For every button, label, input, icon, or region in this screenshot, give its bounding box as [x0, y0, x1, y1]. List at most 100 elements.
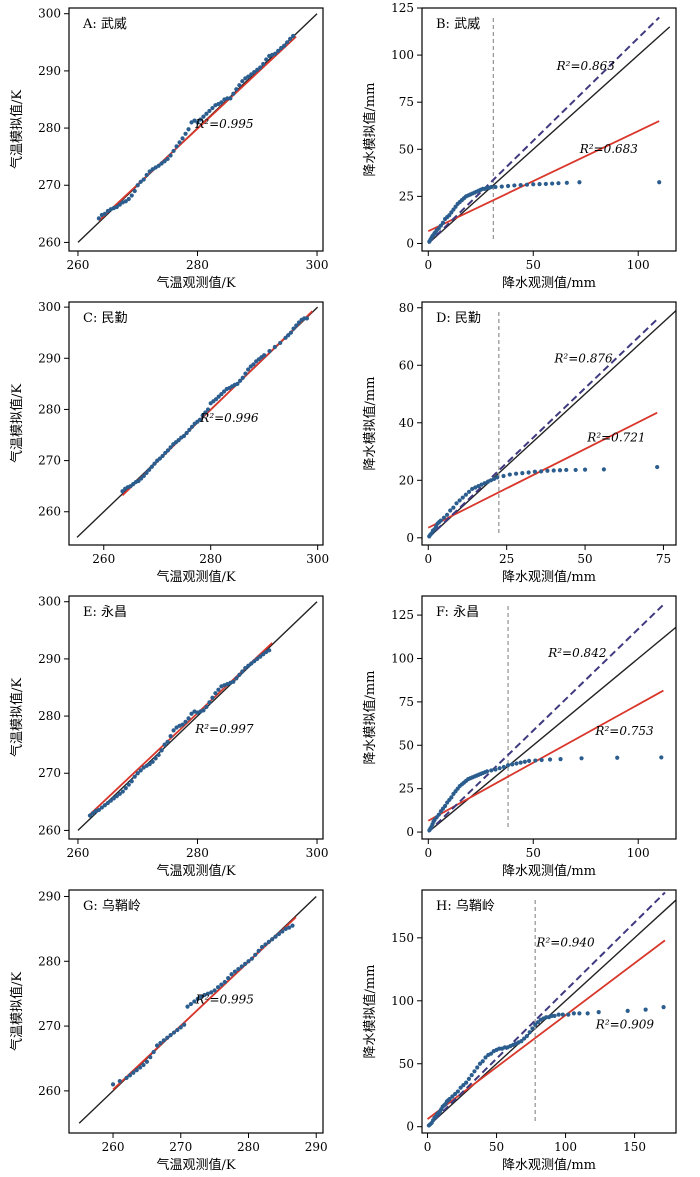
y-tick-label: 60: [399, 358, 414, 372]
panel-4: 0 25 50 75 0 20 40 60 80 降水观测值/mm 降水模拟值/mm D: 民勤 R²=…: [362, 301, 677, 585]
data-point: [213, 397, 219, 402]
data-point: [262, 353, 267, 358]
data-point: [564, 180, 569, 185]
data-point: [117, 202, 122, 207]
data-point: [200, 413, 205, 418]
data-point: [207, 700, 212, 705]
panel-2: 0 50 100 0 25 50 75 100 125 降水观测值/mm 降水模拟值/mm B: 武威…: [362, 1, 677, 291]
data-point: [234, 676, 239, 681]
data-point: [138, 768, 143, 773]
data-point: [513, 471, 519, 476]
data-point: [232, 969, 238, 974]
x-tick-label: 290: [305, 1140, 328, 1154]
data-point: [547, 757, 553, 762]
y-tick-label: 150: [391, 931, 414, 945]
data-point: [246, 367, 251, 372]
y-tick-label: 50: [399, 738, 414, 752]
data-point: [261, 652, 266, 657]
data-point: [114, 204, 119, 210]
x-axis-label: 气温观测值/K: [156, 863, 235, 879]
data-point: [181, 433, 187, 439]
x-tick-label: 280: [199, 552, 222, 566]
x-tick-label: 260: [102, 1140, 125, 1154]
data-point: [442, 803, 448, 809]
data-point: [219, 982, 224, 987]
x-axis-label: 降水观测值/mm: [502, 1157, 596, 1173]
panel-label: E: 永昌: [83, 605, 127, 620]
y-tick-label: 270: [38, 454, 61, 468]
data-point: [539, 757, 544, 763]
data-point: [501, 764, 506, 770]
data-point: [464, 1080, 469, 1085]
r2-annotation: R²=0.863: [556, 59, 616, 73]
data-point: [102, 803, 107, 808]
data-point: [231, 91, 236, 96]
data-point: [249, 72, 254, 77]
data-point: [90, 811, 96, 816]
data-point: [485, 479, 490, 484]
y-tick-label: 290: [38, 351, 61, 365]
data-point: [272, 344, 277, 350]
dashed-fit-line: [426, 891, 666, 1128]
data-point: [264, 57, 269, 62]
y-tick-label: 270: [38, 766, 61, 780]
data-point: [560, 1012, 565, 1017]
x-axis-label: 降水观测值/mm: [502, 863, 596, 879]
x-axis-label: 降水观测值/mm: [502, 569, 596, 585]
data-point: [216, 687, 221, 692]
data-point: [288, 36, 293, 41]
panel-label: G: 乌鞘岭: [83, 898, 141, 914]
data-point: [447, 1096, 452, 1102]
data-point: [488, 478, 494, 483]
data-point: [573, 467, 578, 473]
r2-annotation: R²=0.721: [586, 430, 645, 444]
data-point: [543, 181, 548, 187]
y-tick-label: 0: [406, 531, 414, 545]
x-axis-label: 气温观测值/K: [156, 275, 235, 291]
data-point: [215, 985, 221, 990]
x-tick-label: 280: [186, 258, 209, 272]
data-point: [213, 691, 218, 696]
data-point: [168, 733, 173, 739]
data-point: [488, 1051, 494, 1056]
x-tick-label: 280: [237, 1140, 260, 1154]
x-tick-label: 0: [424, 846, 432, 860]
data-point: [659, 755, 664, 760]
data-point: [205, 407, 211, 412]
data-point: [577, 1011, 582, 1016]
data-point: [537, 182, 542, 187]
x-tick-label: 100: [554, 1140, 577, 1154]
y-tick-label: 0: [406, 236, 414, 250]
identity-line: [427, 899, 677, 1128]
data-point: [290, 923, 295, 928]
data-point: [210, 105, 215, 111]
data-point: [552, 1013, 557, 1019]
data-point: [476, 483, 481, 489]
dashed-fit-line: [427, 16, 660, 245]
data-point: [571, 1011, 576, 1016]
data-point: [198, 117, 203, 122]
data-point: [451, 505, 456, 510]
data-point: [505, 763, 511, 768]
data-point: [174, 144, 179, 149]
x-tick-label: 0: [424, 1140, 432, 1154]
data-point: [182, 1022, 187, 1027]
data-point: [505, 183, 511, 189]
y-tick-label: 75: [399, 695, 414, 709]
data-point: [444, 512, 450, 517]
y-tick-label: 100: [391, 651, 414, 665]
data-point: [550, 181, 555, 186]
data-point: [282, 43, 287, 48]
data-point: [530, 1026, 535, 1031]
x-tick-label: 300: [306, 846, 329, 860]
x-tick-label: 50: [526, 846, 541, 860]
data-point: [287, 925, 292, 930]
data-point: [455, 1089, 460, 1094]
panel-5: 260 280 300 260 270 280 290 300 气温观测值/K 气温模拟值/K E:…: [9, 595, 328, 879]
y-tick-label: 100: [391, 994, 414, 1008]
r2-annotation: R²=0.997: [194, 722, 254, 736]
plot-frame: [421, 595, 677, 840]
data-point: [153, 756, 158, 761]
data-point: [204, 704, 209, 710]
